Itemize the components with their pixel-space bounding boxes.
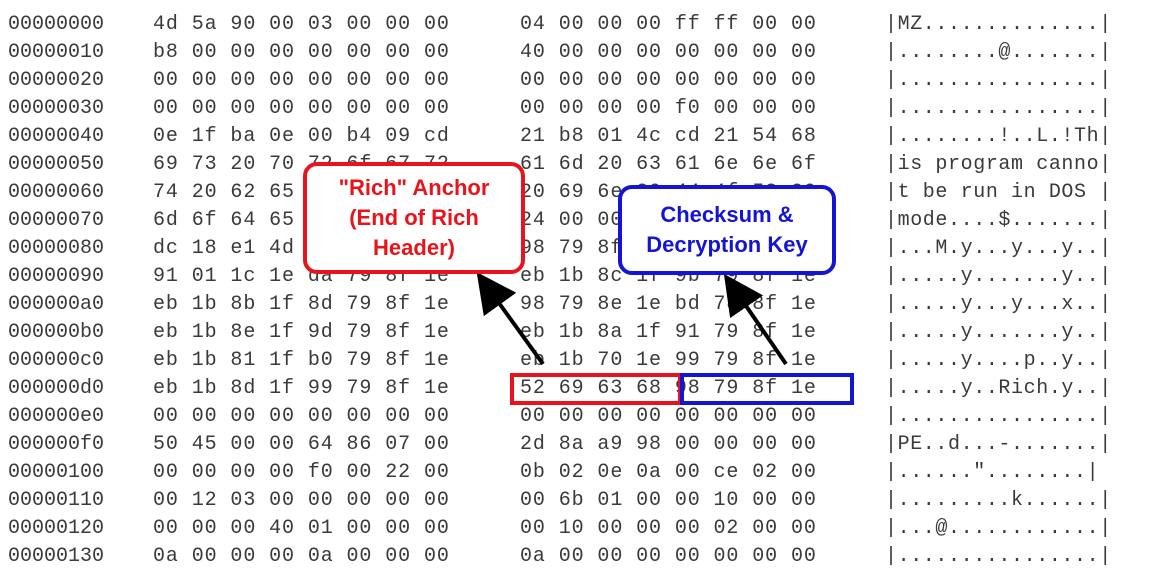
row-hex-left: 00 12 03 00 00 00 00 00 <box>153 489 450 512</box>
row-hex-left: 0a 00 00 00 0a 00 00 00 <box>153 545 450 568</box>
row-hex-left: eb 1b 8d 1f 99 79 8f 1e <box>153 377 450 400</box>
row-hex-right: eb 1b 70 1e 99 79 8f 1e <box>520 349 817 372</box>
row-ascii: |...M.y...y...y..| <box>885 237 1112 260</box>
rich-anchor-callout: "Rich" Anchor (End of Rich Header) <box>303 162 525 274</box>
row-offset: 00000080 <box>8 237 105 260</box>
row-offset: 00000120 <box>8 517 105 540</box>
row-offset: 00000110 <box>8 489 105 512</box>
row-hex-left: 0e 1f ba 0e 00 b4 09 cd <box>153 125 450 148</box>
row-ascii: |................| <box>885 545 1112 568</box>
checksum-callout: Checksum & Decryption Key <box>618 185 836 275</box>
row-offset: 000000f0 <box>8 433 105 456</box>
row-hex-right: 0b 02 0e 0a 00 ce 02 00 <box>520 461 817 484</box>
row-hex-left: 00 00 00 00 f0 00 22 00 <box>153 461 450 484</box>
row-ascii: |........!..L.!Th| <box>885 125 1112 148</box>
row-ascii: |......"........| <box>885 461 1100 484</box>
row-offset: 00000060 <box>8 181 105 204</box>
row-offset: 00000100 <box>8 461 105 484</box>
checksum-highlight-box <box>680 373 854 405</box>
rich-anchor-callout-line3: Header) <box>373 235 455 260</box>
row-ascii: |.....y...y...x..| <box>885 293 1112 316</box>
checksum-callout-line2: Decryption Key <box>646 232 808 257</box>
row-hex-left: 00 00 00 40 01 00 00 00 <box>153 517 450 540</box>
row-ascii: |.........k......| <box>885 489 1112 512</box>
row-ascii: |.....y.......y..| <box>885 265 1112 288</box>
row-ascii: |........@.......| <box>885 41 1112 64</box>
row-ascii: |PE..d...-.......| <box>885 433 1112 456</box>
row-ascii: |.....y.......y..| <box>885 321 1112 344</box>
row-offset: 000000c0 <box>8 349 105 372</box>
row-ascii: |................| <box>885 405 1112 428</box>
row-offset: 000000a0 <box>8 293 105 316</box>
row-hex-left: eb 1b 8e 1f 9d 79 8f 1e <box>153 321 450 344</box>
row-ascii: |...@............| <box>885 517 1112 540</box>
checksum-arrow <box>723 273 788 366</box>
row-hex-right: 04 00 00 00 ff ff 00 00 <box>520 13 817 36</box>
row-hex-right: 52 69 63 68 98 79 8f 1e <box>520 377 817 400</box>
row-hex-left: eb 1b 8b 1f 8d 79 8f 1e <box>153 293 450 316</box>
row-ascii: |is program canno| <box>885 153 1112 176</box>
row-offset: 00000130 <box>8 545 105 568</box>
row-hex-right: 21 b8 01 4c cd 21 54 68 <box>520 125 817 148</box>
row-offset: 00000040 <box>8 125 105 148</box>
row-hex-left: 00 00 00 00 00 00 00 00 <box>153 69 450 92</box>
row-offset: 000000e0 <box>8 405 105 428</box>
rich-anchor-callout-line1: "Rich" Anchor <box>338 175 490 200</box>
rich-anchor-arrow <box>476 272 545 366</box>
row-hex-right: 0a 00 00 00 00 00 00 00 <box>520 545 817 568</box>
row-offset: 00000020 <box>8 69 105 92</box>
rich-anchor-callout-line2: (End of Rich <box>349 205 479 230</box>
row-hex-right: 40 00 00 00 00 00 00 00 <box>520 41 817 64</box>
row-offset: 00000090 <box>8 265 105 288</box>
row-hex-right: 00 6b 01 00 00 10 00 00 <box>520 489 817 512</box>
row-ascii: |................| <box>885 97 1112 120</box>
row-ascii: |................| <box>885 69 1112 92</box>
row-offset: 00000010 <box>8 41 105 64</box>
row-ascii: |MZ..............| <box>885 13 1112 36</box>
row-ascii: |t be run in DOS | <box>885 181 1112 204</box>
row-hex-left: b8 00 00 00 00 00 00 00 <box>153 41 450 64</box>
row-hex-left: 4d 5a 90 00 03 00 00 00 <box>153 13 450 36</box>
row-ascii: |.....y..Rich.y..| <box>885 377 1112 400</box>
row-offset: 00000000 <box>8 13 105 36</box>
row-offset: 000000b0 <box>8 321 105 344</box>
row-hex-right: 00 00 00 00 00 00 00 00 <box>520 405 817 428</box>
row-offset: 00000070 <box>8 209 105 232</box>
row-ascii: |.....y....p..y..| <box>885 349 1112 372</box>
row-offset: 000000d0 <box>8 377 105 400</box>
row-hex-left: 00 00 00 00 00 00 00 00 <box>153 405 450 428</box>
row-hex-right: 00 00 00 00 00 00 00 00 <box>520 69 817 92</box>
row-hex-right: 2d 8a a9 98 00 00 00 00 <box>520 433 817 456</box>
row-hex-right: 00 00 00 00 f0 00 00 00 <box>520 97 817 120</box>
checksum-callout-line1: Checksum & <box>660 202 794 227</box>
row-offset: 00000030 <box>8 97 105 120</box>
row-hex-right: 00 10 00 00 00 02 00 00 <box>520 517 817 540</box>
row-offset: 00000050 <box>8 153 105 176</box>
row-ascii: |mode....$.......| <box>885 209 1112 232</box>
row-hex-left: 00 00 00 00 00 00 00 00 <box>153 97 450 120</box>
row-hex-left: eb 1b 81 1f b0 79 8f 1e <box>153 349 450 372</box>
row-hex-right: 61 6d 20 63 61 6e 6e 6f <box>520 153 817 176</box>
row-hex-left: 50 45 00 00 64 86 07 00 <box>153 433 450 456</box>
